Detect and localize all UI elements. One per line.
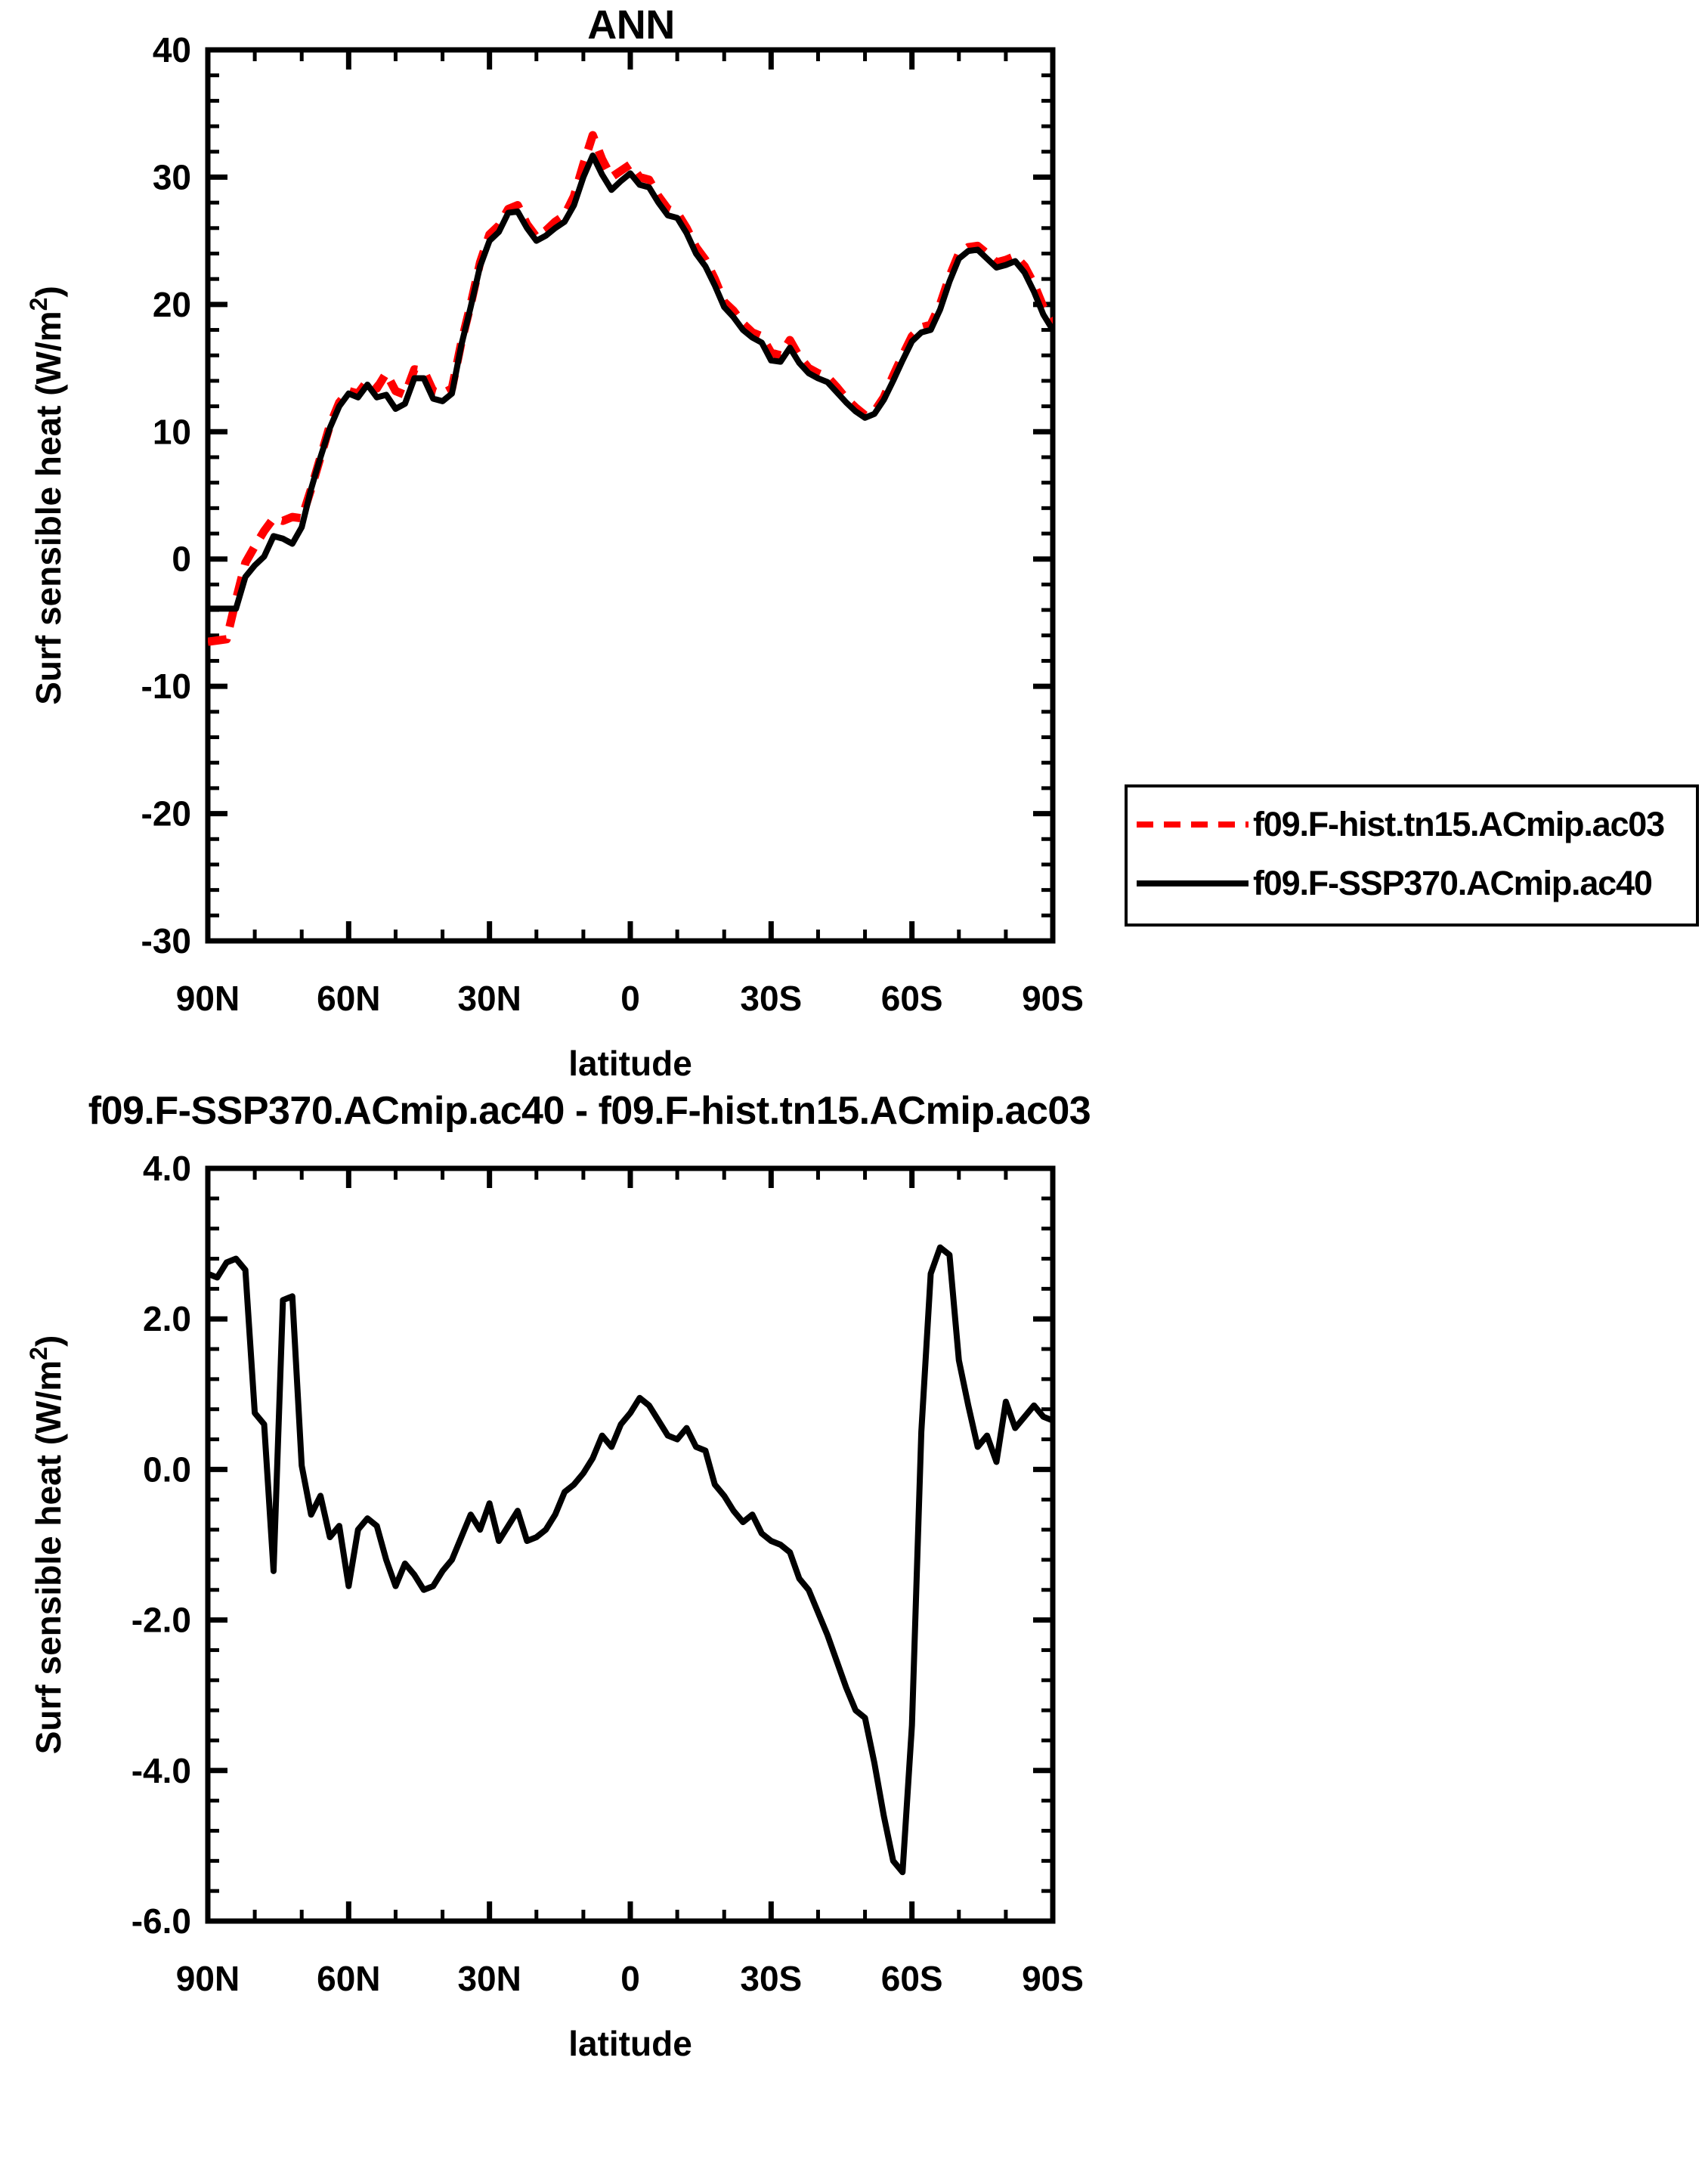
y-tick-label: 4.0 xyxy=(143,1149,191,1188)
x-tick-label: 30N xyxy=(457,979,521,1018)
y-tick-label: 2.0 xyxy=(143,1299,191,1338)
x-tick-label: 90S xyxy=(1022,979,1084,1018)
y-tick-label: 0 xyxy=(172,540,191,579)
x-tick-label: 0 xyxy=(620,1959,640,1998)
data-series-solid xyxy=(208,156,1053,609)
y-axis-title-close: ) xyxy=(29,1335,68,1347)
legend-item-0[interactable]: f09.F-hist.tn15.ACmip.ac03 xyxy=(1128,795,1696,854)
y-axis-title-main: Surf sensible heat (W/m xyxy=(29,1360,68,1754)
legend-label-0: f09.F-hist.tn15.ACmip.ac03 xyxy=(1253,805,1664,844)
data-series-dashed xyxy=(208,135,1053,642)
data-series-solid xyxy=(208,1248,1053,1873)
y-tick-label: 40 xyxy=(153,30,191,70)
x-tick-label: 90N xyxy=(176,979,240,1018)
x-tick-label: 30S xyxy=(740,1959,802,1998)
difference-panel-title: f09.F-SSP370.ACmip.ac40 - f09.F-hist.tn1… xyxy=(0,1088,1179,1134)
y-tick-label: 10 xyxy=(153,412,191,451)
x-tick-label: 60N xyxy=(317,979,380,1018)
x-tick-label: 60N xyxy=(317,1959,380,1998)
bottom-panel: 90N 60N 30N 0 30S 60S 90S 4.0 2.0 0.0 -2.0 -4.0 -6.0… xyxy=(0,1149,1149,2175)
y-axis-title: Surf sensible heat (W/m2) xyxy=(25,1335,68,1755)
y-axis-title: Surf sensible heat (W/m2) xyxy=(25,286,68,705)
x-tick-label: 60S xyxy=(881,979,943,1018)
top-panel-plot: 90N 60N 30N 0 30S 60S 90S 40 30 20 10 0 -10 -20 -30 lat… xyxy=(0,30,1149,1088)
y-axis-title-exponent: 2 xyxy=(25,298,52,311)
y-tick-label: -4.0 xyxy=(132,1751,191,1790)
bottom-panel-plot: 90N 60N 30N 0 30S 60S 90S 4.0 2.0 0.0 -2.0 -4.0 -6.0… xyxy=(0,1149,1149,2175)
y-tick-label: 20 xyxy=(153,285,191,324)
figure-root: ANN 90N60N30N030S60S90S403020100-10-20-3… xyxy=(0,0,1708,2175)
x-tick-label: 60S xyxy=(881,1959,943,1998)
top-panel: 90N 60N 30N 0 30S 60S 90S 40 30 20 10 0 -10 -20 -30 lat… xyxy=(0,30,1149,1088)
x-tick-label: 90N xyxy=(176,1959,240,1998)
x-axis-title: latitude xyxy=(568,1044,692,1083)
y-tick-label: -2.0 xyxy=(132,1601,191,1640)
x-tick-label: 0 xyxy=(620,979,640,1018)
y-tick-label: -10 xyxy=(141,667,191,706)
y-tick-label: -20 xyxy=(141,794,191,834)
legend: f09.F-hist.tn15.ACmip.ac03 f09.F-SSP370.… xyxy=(1125,784,1699,927)
plot-frame xyxy=(208,50,1053,941)
x-tick-label: 30N xyxy=(457,1959,521,1998)
y-tick-label: 0.0 xyxy=(143,1449,191,1489)
x-axis-title: latitude xyxy=(568,2024,692,2063)
x-tick-label: 90S xyxy=(1022,1959,1084,1998)
y-axis-title-close: ) xyxy=(29,286,68,297)
y-tick-label: 30 xyxy=(153,157,191,196)
legend-item-1[interactable]: f09.F-SSP370.ACmip.ac40 xyxy=(1128,854,1696,913)
legend-label-1: f09.F-SSP370.ACmip.ac40 xyxy=(1253,864,1652,903)
plot-frame xyxy=(208,1168,1053,1921)
y-axis-title-exponent: 2 xyxy=(25,1347,52,1360)
x-tick-label: 30S xyxy=(740,979,802,1018)
y-tick-label: -30 xyxy=(141,921,191,961)
y-tick-label: -6.0 xyxy=(132,1901,191,1941)
y-axis-title-main: Surf sensible heat (W/m xyxy=(29,311,68,704)
